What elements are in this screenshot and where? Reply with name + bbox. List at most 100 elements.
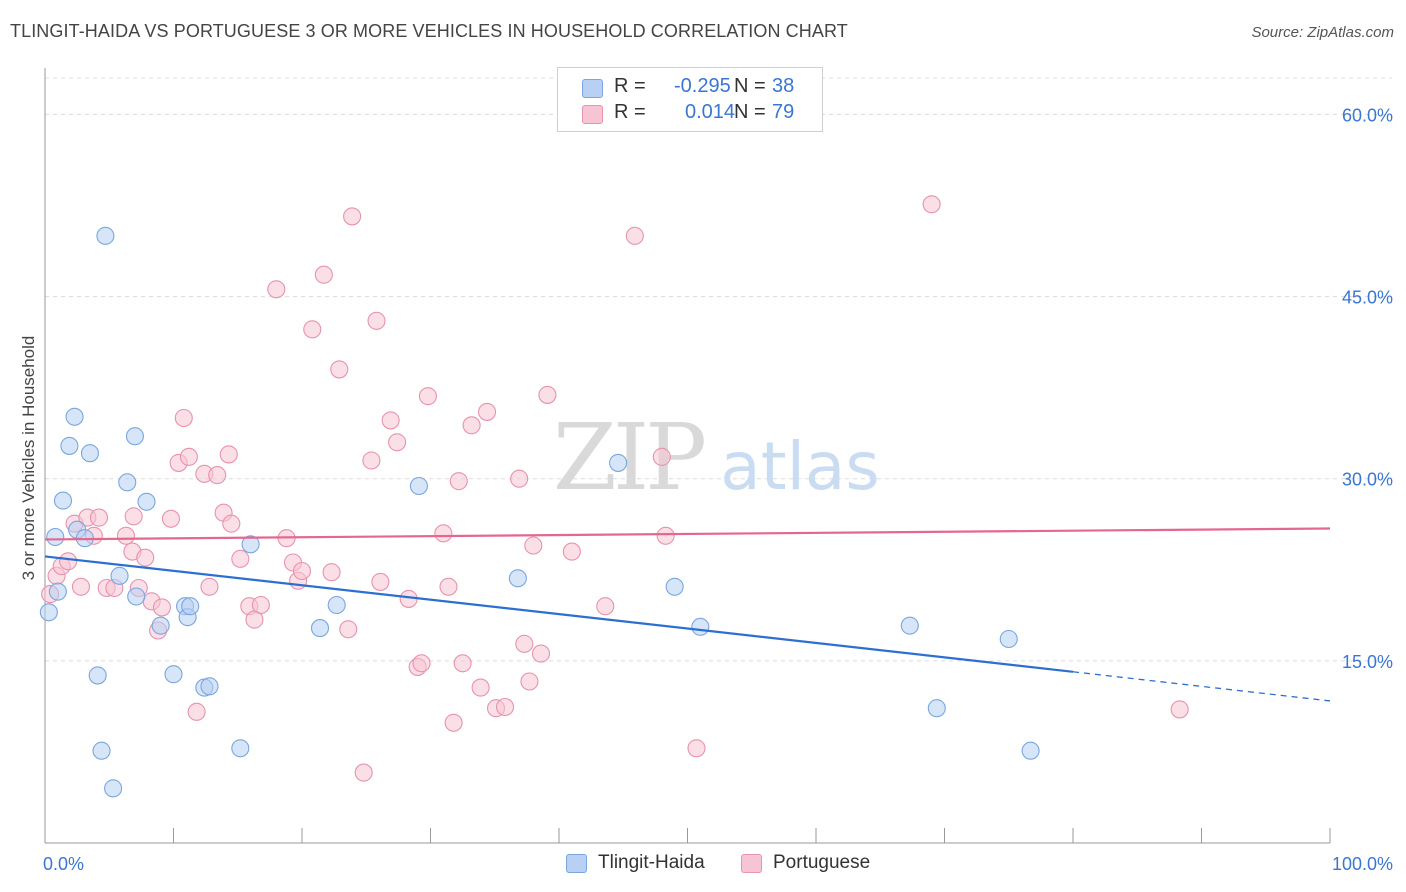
portuguese-point (219, 445, 238, 464)
tlingit-haida-point (1021, 741, 1040, 760)
portuguese-point (136, 548, 155, 567)
portuguese-point (477, 402, 497, 421)
data-points (39, 195, 1189, 798)
tlingit-haida-point (137, 492, 156, 511)
portuguese-point (354, 763, 373, 782)
portuguese-point (471, 678, 490, 697)
legend-swatch-pink (741, 854, 762, 873)
y-tick-label: 45.0% (1342, 288, 1393, 308)
portuguese-point (152, 598, 171, 617)
portuguese-point (449, 472, 468, 491)
tlingit-haida-point (181, 597, 200, 616)
grid-lines (45, 77, 1392, 662)
x-tick-label-min: 0.0% (43, 854, 84, 874)
portuguese-point (538, 385, 557, 404)
tlingit-haida-point (200, 677, 219, 696)
portuguese-point (362, 451, 381, 470)
legend-r-value: -0.295 (674, 75, 731, 97)
watermark: ZIP atlas (553, 404, 880, 511)
tlingit-haida-point (900, 616, 919, 635)
watermark-zip: ZIP (553, 404, 704, 511)
correlation-legend: R = -0.295 N = 38 R = 0.014 N = 79 (557, 67, 823, 132)
tlingit-haida-point (60, 436, 79, 455)
tlingit-haida-point (691, 617, 710, 636)
tlingit-haida-trend-line-dashed (1072, 671, 1331, 702)
portuguese-point (381, 411, 400, 430)
portuguese-point (314, 265, 333, 284)
tlingit-haida-trend-line (44, 555, 1074, 673)
portuguese-point (267, 280, 286, 299)
tlingit-haida-point (96, 226, 115, 245)
trend-lines (44, 527, 1331, 702)
tlingit-haida-point (127, 587, 146, 606)
legend-r-value: 0.014 (685, 101, 736, 123)
portuguese-point (208, 466, 227, 485)
portuguese-point (303, 320, 322, 339)
tlingit-haida-point (151, 616, 170, 635)
axes (44, 68, 1331, 844)
portuguese-point (418, 387, 437, 406)
portuguese-trend-line (44, 527, 1331, 541)
portuguese-point (116, 526, 136, 545)
legend-n-label: N = (734, 75, 766, 97)
tlingit-haida-point (609, 453, 628, 472)
tlingit-haida-point (53, 491, 73, 510)
tlingit-haida-point (409, 476, 428, 496)
portuguese-point (339, 620, 358, 639)
portuguese-point (495, 697, 515, 717)
portuguese-point (322, 563, 341, 582)
portuguese-point (174, 408, 193, 428)
portuguese-point (444, 713, 463, 732)
portuguese-point (531, 644, 551, 663)
tlingit-haida-point (231, 739, 250, 758)
portuguese-point (124, 507, 143, 526)
portuguese-point (292, 561, 312, 581)
legend-label: Portuguese (773, 852, 871, 873)
legend-swatch-pink (582, 105, 603, 124)
tlingit-haida-point (46, 527, 65, 547)
tlingit-haida-point (92, 741, 111, 760)
portuguese-point (656, 526, 675, 545)
legend-n-value: 79 (772, 101, 795, 123)
portuguese-point (687, 739, 706, 758)
legend-r-label: R = (614, 101, 646, 123)
portuguese-point (1170, 700, 1189, 719)
tlingit-haida-point (80, 444, 100, 463)
portuguese-point (652, 447, 671, 466)
portuguese-point (179, 447, 198, 466)
tick-labels: 15.0% 30.0% 45.0% 60.0% 0.0% 100.0% 3 or more … (19, 105, 1393, 874)
portuguese-point (625, 226, 644, 245)
portuguese-point (562, 542, 581, 561)
tlingit-haida-point (508, 569, 527, 588)
portuguese-point (412, 654, 431, 673)
tlingit-haida-point (927, 699, 946, 718)
portuguese-point (922, 195, 941, 214)
tlingit-haida-point (110, 566, 129, 585)
legend-n-value: 38 (772, 75, 795, 97)
tlingit-haida-point (327, 595, 346, 615)
y-tick-label: 60.0% (1342, 105, 1393, 125)
tlingit-haida-point (48, 582, 67, 601)
tlingit-haida-point (104, 779, 123, 798)
tlingit-haida-point (65, 407, 84, 426)
legend-label: Tlingit-Haida (598, 852, 705, 873)
chart-title: TLINGIT-HAIDA VS PORTUGUESE 3 OR MORE VE… (10, 21, 848, 41)
tlingit-haida-point (164, 665, 183, 684)
portuguese-point (251, 595, 270, 615)
portuguese-point (161, 509, 180, 528)
y-axis-label: 3 or more Vehicles in Household (19, 336, 38, 581)
portuguese-point (71, 577, 91, 596)
portuguese-point (89, 508, 109, 527)
portuguese-point (520, 672, 539, 691)
x-tick-label-max: 100.0% (1332, 854, 1393, 874)
portuguese-point (367, 311, 386, 330)
portuguese-point (343, 207, 362, 226)
portuguese-point (388, 433, 407, 452)
portuguese-point (371, 572, 390, 591)
portuguese-point (434, 524, 453, 543)
legend-n-label: N = (734, 101, 766, 123)
portuguese-point (231, 549, 250, 568)
source-label: Source: ZipAtlas.com (1251, 24, 1394, 41)
legend-swatch-blue (582, 79, 603, 98)
